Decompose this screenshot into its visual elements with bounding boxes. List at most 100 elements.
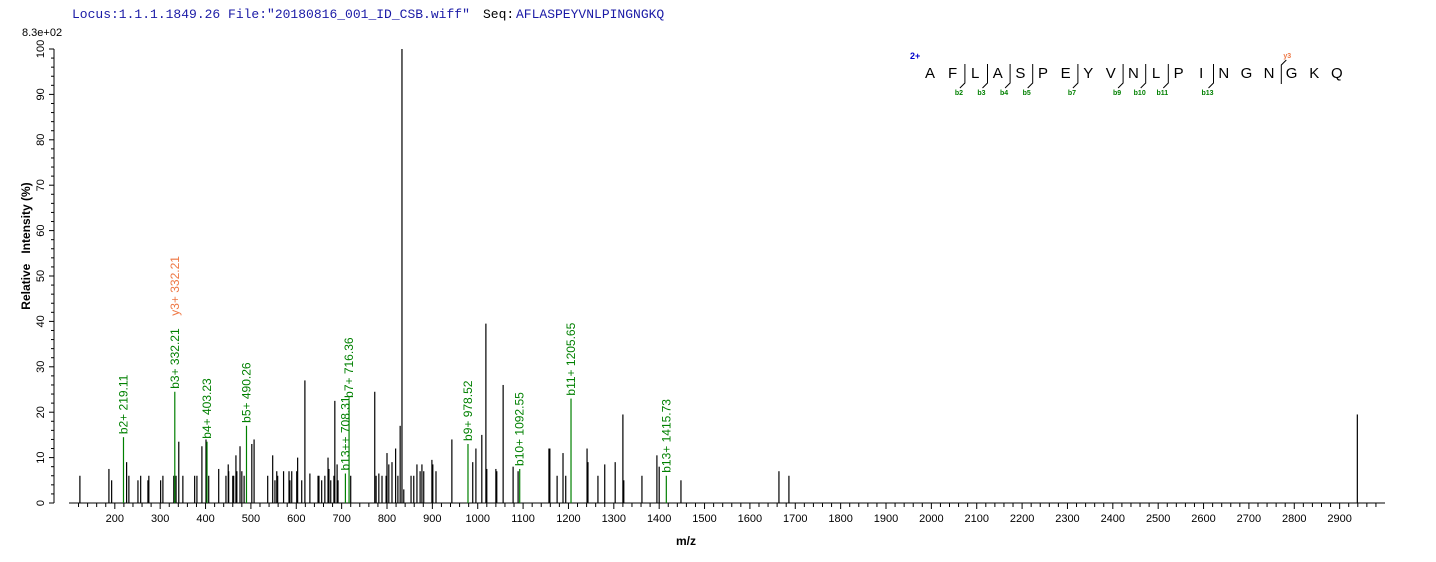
header-locus: Locus:1.1.1.1849.26 File:"20180816_001_I…: [72, 7, 470, 22]
residue: S: [1015, 65, 1025, 82]
b-fragment-label: b5: [1023, 90, 1031, 97]
y-fragment-label: y3: [1283, 53, 1291, 60]
y-tick-label: 30: [35, 361, 47, 373]
x-tick-label: 2500: [1146, 513, 1170, 525]
residue: K: [1309, 65, 1319, 82]
ion-label: b13+ 1415.73: [659, 399, 673, 473]
y-tick-label: 60: [35, 224, 47, 236]
x-tick-label: 800: [378, 513, 396, 525]
x-tick-label: 2000: [919, 513, 943, 525]
y-tick-label: 20: [35, 406, 47, 418]
ion-label: b11+ 1205.65: [564, 322, 578, 395]
residue: A: [993, 65, 1003, 82]
b-fragment-marker: [959, 64, 966, 89]
x-tick-label: 2900: [1327, 513, 1351, 525]
y-tick-label: 10: [35, 451, 47, 463]
ion-label: b3+ 332.21: [168, 328, 182, 389]
b-fragment-marker: [1162, 64, 1169, 89]
y-tick-label: 50: [35, 270, 47, 282]
residue: Y: [1083, 65, 1093, 82]
x-tick-label: 1900: [874, 513, 898, 525]
x-tick-label: 1500: [692, 513, 716, 525]
b-fragment-label: b9: [1113, 90, 1121, 97]
peaks: [79, 49, 1358, 503]
ion-annotations: b2+ 219.11 b3+ 332.21 y3+ 332.21 b4+ 403.23…: [116, 256, 673, 503]
residue: G: [1286, 65, 1298, 82]
x-tick-label: 1000: [465, 513, 489, 525]
header-seq-label: Seq:: [483, 7, 514, 22]
residue: P: [1038, 65, 1048, 82]
residue: I: [1199, 65, 1203, 82]
b-fragment-label: b13: [1201, 90, 1213, 97]
x-tick-label: 1100: [511, 513, 535, 525]
ion-label: b2+ 219.11: [116, 374, 130, 434]
x-tick-label: 1600: [738, 513, 762, 525]
x-tick-label: 2300: [1055, 513, 1079, 525]
residue: F: [948, 65, 957, 82]
x-tick-label: 1800: [828, 513, 852, 525]
x-axis-label: m/z: [676, 534, 696, 548]
ion-label: b9+ 978.52: [461, 380, 475, 441]
residue: Q: [1331, 65, 1343, 82]
x-tick-label: 1200: [556, 513, 580, 525]
x-tick-label: 2100: [964, 513, 988, 525]
x-tick-label: 300: [151, 513, 169, 525]
y-tick-label: 80: [35, 134, 47, 146]
x-tick-label: 2400: [1101, 513, 1125, 525]
ion-label: b13++ 708.31: [338, 396, 352, 470]
residue: E: [1061, 65, 1071, 82]
x-tick-label: 2800: [1282, 513, 1306, 525]
x-tick-label: 2700: [1237, 513, 1261, 525]
axes: 200 300 400 500 600 700 800 900 1000 1100 1200 1300…: [35, 40, 1385, 525]
b-fragment-marker: [982, 64, 988, 89]
x-tick-label: 1300: [602, 513, 626, 525]
b-fragment-marker: [1208, 64, 1214, 89]
b-fragment-marker: [1004, 64, 1011, 89]
max-intensity: 8.3e+02: [22, 27, 62, 39]
header-seq-value: AFLASPEYVNLPINGNGKQ: [516, 7, 664, 22]
ion-label: b4+ 403.23: [200, 378, 214, 439]
x-tick-label: 1400: [647, 513, 671, 525]
b-fragment-marker: [1117, 64, 1124, 89]
x-tick-label: 2200: [1010, 513, 1034, 525]
b-fragment-label: b7: [1068, 90, 1076, 97]
y-axis-label: Relative Intensity (%): [19, 182, 33, 309]
b-fragment-label: b10: [1134, 90, 1146, 97]
residue: G: [1241, 65, 1253, 82]
b-fragment-label: b3: [977, 90, 985, 97]
residue: V: [1106, 65, 1116, 82]
x-tick-label: 600: [287, 513, 305, 525]
b-fragment-label: b4: [1000, 90, 1008, 97]
b-fragment-marker: [1140, 64, 1147, 89]
b-fragment-label: b11: [1156, 90, 1168, 97]
x-tick-label: 400: [196, 513, 214, 525]
residue: L: [971, 65, 979, 82]
x-tick-label: 1700: [783, 513, 807, 525]
y-tick-label: 70: [35, 179, 47, 191]
y-fragment-marker: [1280, 59, 1287, 84]
y-tick-label: 40: [35, 315, 47, 327]
b-fragment-label: b2: [955, 90, 963, 97]
residue: A: [925, 65, 935, 82]
residue: P: [1174, 65, 1184, 82]
b-fragment-marker: [1027, 64, 1034, 89]
ion-label: b5+ 490.26: [239, 362, 253, 423]
x-tick-label: 2600: [1191, 513, 1215, 525]
x-tick-label: 500: [242, 513, 260, 525]
y-tick-label: 100: [35, 40, 47, 58]
x-tick-label: 900: [423, 513, 441, 525]
y-tick-label: 90: [35, 88, 47, 100]
ion-label: b10+ 1092.55: [513, 392, 527, 466]
residue: N: [1128, 65, 1139, 82]
x-tick-label: 700: [332, 513, 350, 525]
x-tick-label: 200: [106, 513, 124, 525]
charge-state: 2+: [910, 51, 920, 61]
ion-label: y3+ 332.21: [168, 256, 182, 316]
residue: N: [1218, 65, 1229, 82]
y-tick-label: 0: [35, 500, 47, 506]
b-fragment-marker: [1072, 64, 1079, 89]
residue: L: [1152, 65, 1160, 82]
ion-label: b7+ 716.36: [342, 337, 356, 398]
residue: N: [1264, 65, 1275, 82]
